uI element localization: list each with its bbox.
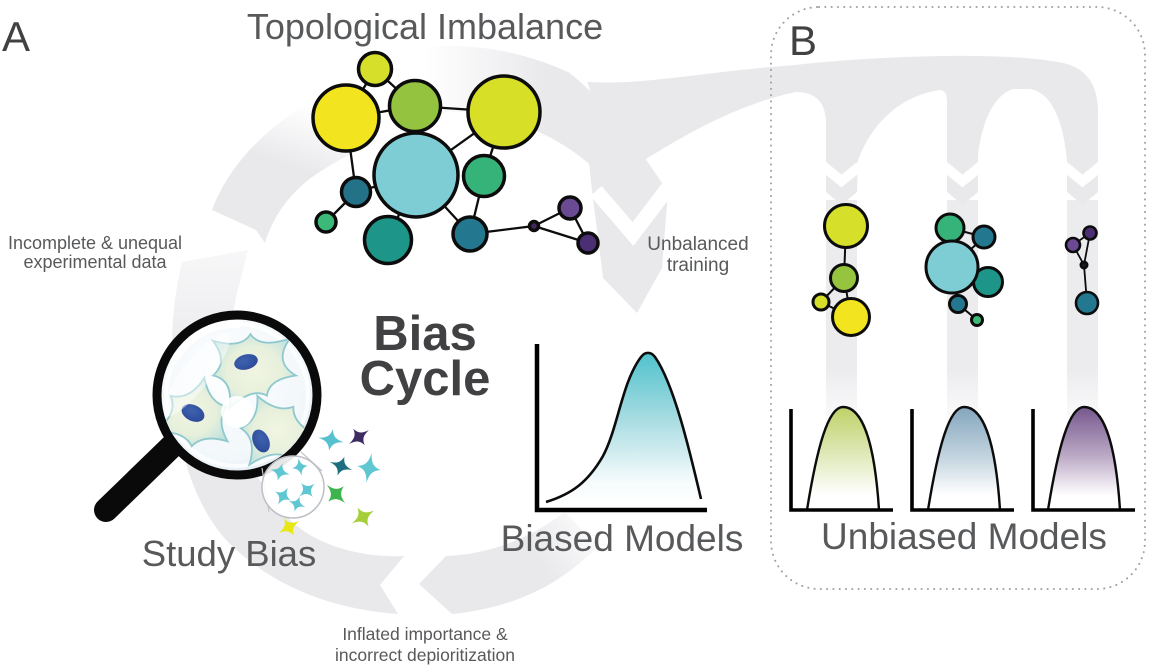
svg-text:Topological Imbalance: Topological Imbalance (247, 6, 603, 47)
svg-text:Inflated importance &: Inflated importance & (342, 624, 508, 644)
svg-text:Bias: Bias (373, 307, 477, 361)
svg-text:Cycle: Cycle (360, 352, 491, 406)
svg-text:Biased Models: Biased Models (501, 518, 744, 559)
svg-text:Incomplete & unequal: Incomplete & unequal (8, 233, 182, 253)
svg-text:Unbiased Models: Unbiased Models (821, 516, 1107, 557)
svg-text:Study Bias: Study Bias (142, 533, 316, 574)
svg-text:training: training (667, 255, 729, 276)
svg-text:Unbalanced: Unbalanced (647, 234, 748, 255)
svg-text:A: A (2, 13, 30, 60)
svg-text:experimental data: experimental data (23, 252, 167, 272)
svg-text:incorrect depioritization: incorrect depioritization (335, 645, 515, 665)
svg-text:B: B (789, 17, 817, 64)
